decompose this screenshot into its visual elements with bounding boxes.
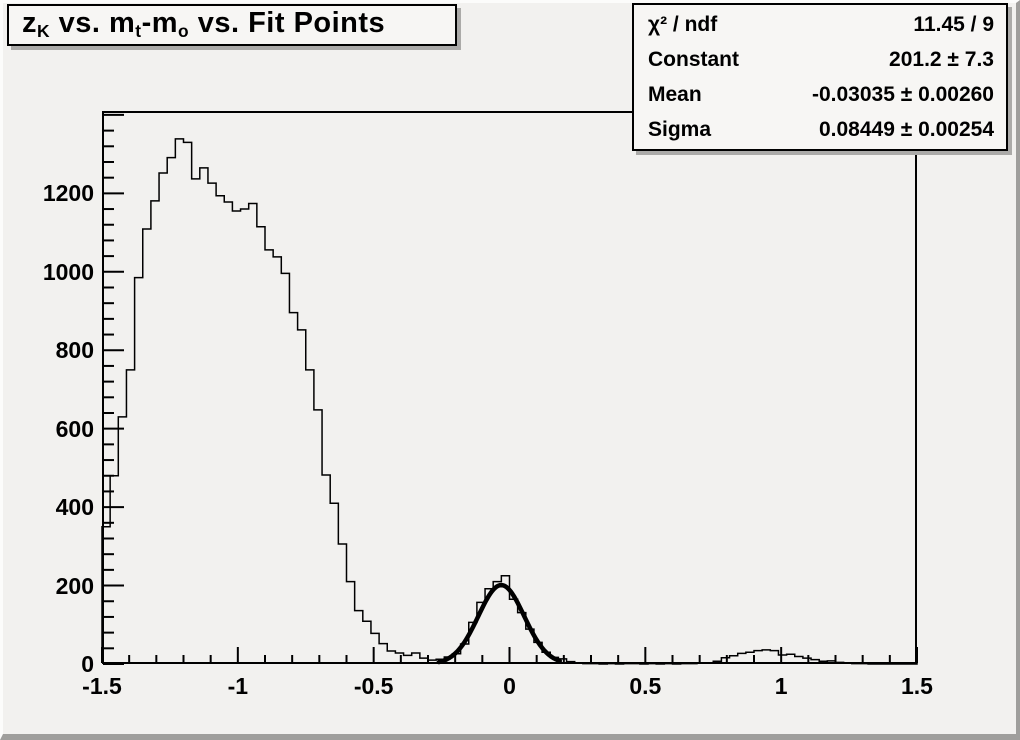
x-tick-label: -1.5 xyxy=(82,673,122,699)
stats-value: 11.45 / 9 xyxy=(913,12,994,36)
stats-label: Mean xyxy=(648,82,702,106)
stats-row: Sigma 0.08449 ± 0.00254 xyxy=(634,112,1006,147)
title-box[interactable]: zK vs. mt-mo vs. Fit Points xyxy=(7,4,457,46)
stats-label: χ² / ndf xyxy=(648,12,718,36)
x-tick-label: 1 xyxy=(774,673,788,699)
histogram-path xyxy=(101,138,918,665)
stats-row: Mean -0.03035 ± 0.00260 xyxy=(634,77,1006,112)
title-subscript: K xyxy=(37,21,51,42)
y-tick-label: 600 xyxy=(55,415,94,442)
title-text: z xyxy=(22,7,37,40)
histogram-svg xyxy=(101,111,918,665)
title-text: vs. m xyxy=(50,7,136,40)
y-tick-label: 1000 xyxy=(42,258,94,285)
stats-label: Sigma xyxy=(648,117,712,141)
x-tick-label: 0.5 xyxy=(629,673,662,699)
stats-label: Constant xyxy=(648,47,739,71)
y-tick-label: 800 xyxy=(55,337,94,364)
stats-row: Constant 201.2 ± 7.3 xyxy=(634,42,1006,77)
fit-curve-path xyxy=(436,582,563,665)
title-subscript: t xyxy=(135,21,142,42)
y-tick-label: 1200 xyxy=(42,180,94,207)
y-tick-label: 400 xyxy=(55,494,94,521)
stats-value: 0.08449 ± 0.00254 xyxy=(818,117,994,141)
x-tick-label: 0 xyxy=(503,673,516,699)
plot-title: zK vs. mt-mo vs. Fit Points xyxy=(22,7,385,42)
stats-box[interactable]: χ² / ndf 11.45 / 9 Constant 201.2 ± 7.3 Mean… xyxy=(632,3,1008,151)
stats-value: 201.2 ± 7.3 xyxy=(889,47,994,71)
stats-value: -0.03035 ± 0.00260 xyxy=(811,82,994,106)
x-tick-label: -0.5 xyxy=(353,673,394,699)
stats-row: χ² / ndf 11.45 / 9 xyxy=(634,7,1006,42)
title-text: vs. Fit Points xyxy=(189,7,386,40)
x-tick-label: -1 xyxy=(227,673,249,699)
title-subscript: o xyxy=(178,21,190,42)
title-text: -m xyxy=(141,7,179,40)
y-tick-label: 200 xyxy=(55,572,94,599)
y-tick-label: 0 xyxy=(81,651,94,677)
x-tick-label: 1.5 xyxy=(901,673,933,699)
